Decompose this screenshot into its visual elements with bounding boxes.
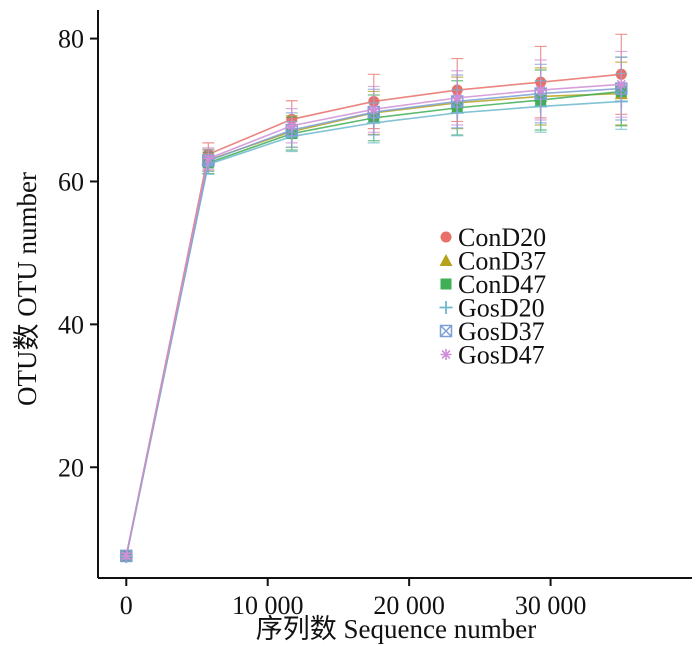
legend-marker xyxy=(439,324,453,338)
x-tick-label: 30 000 xyxy=(515,591,587,620)
legend-label: ConD20 xyxy=(458,223,546,252)
legend-item: GosD37 xyxy=(439,317,545,346)
plot-area xyxy=(119,33,628,564)
legend-item: GosD20 xyxy=(439,294,545,323)
series-gosd47 xyxy=(120,50,628,562)
x-axis-title: 序列数 Sequence number xyxy=(256,614,536,644)
y-tick-label: 60 xyxy=(58,167,84,196)
legend-item: ConD37 xyxy=(439,247,546,276)
y-tick-label: 20 xyxy=(58,453,84,482)
legend-marker xyxy=(440,278,452,290)
series-line-gosd47 xyxy=(125,83,622,557)
data-point xyxy=(286,120,298,132)
series-gosd37 xyxy=(120,56,628,563)
legend-item: ConD47 xyxy=(440,270,546,299)
legend-marker xyxy=(440,231,452,243)
data-point xyxy=(202,153,214,165)
data-point xyxy=(535,84,547,96)
series-gosd20 xyxy=(119,72,628,564)
y-ticks: 20 40 60 80 xyxy=(58,25,98,482)
legend-label: GosD20 xyxy=(458,294,545,323)
y-tick-label: 80 xyxy=(58,25,84,54)
series-line-cond37 xyxy=(125,92,622,557)
legend-marker xyxy=(440,349,452,360)
x-tick-label: 20 000 xyxy=(373,591,445,620)
data-point xyxy=(451,92,463,104)
series-line-cond20 xyxy=(125,73,622,557)
y-axis-title: OTU数 OTU number xyxy=(12,172,42,406)
x-tick-label: 10 000 xyxy=(232,591,304,620)
series-line-gosd37 xyxy=(125,87,622,557)
legend-marker xyxy=(439,254,453,266)
x-ticks: 0 10 000 20 000 30 000 xyxy=(120,578,587,620)
legend-label: GosD37 xyxy=(458,317,545,346)
legend-item: ConD20 xyxy=(440,223,546,252)
data-point xyxy=(120,550,132,562)
legend-label: ConD37 xyxy=(458,247,546,276)
legend-marker xyxy=(439,301,453,314)
data-point xyxy=(615,78,627,90)
legend-label: ConD47 xyxy=(458,270,546,299)
series-line-cond47 xyxy=(125,90,622,557)
legend-item: GosD47 xyxy=(440,341,545,370)
x-tick-label: 0 xyxy=(120,591,133,620)
y-tick-label: 40 xyxy=(58,310,84,339)
legend-label: GosD47 xyxy=(458,341,545,370)
series-line-gosd20 xyxy=(125,100,622,557)
data-point xyxy=(368,103,380,115)
